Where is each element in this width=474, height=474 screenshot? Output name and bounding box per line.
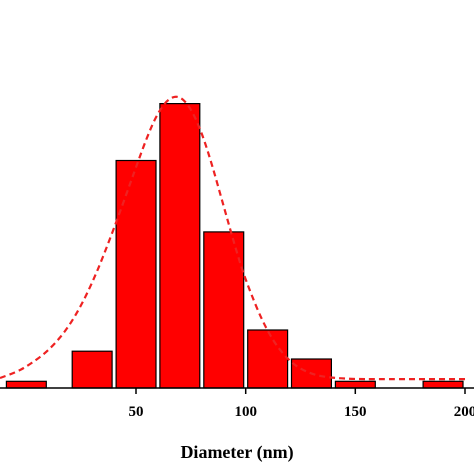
histogram-bar-8 <box>422 380 464 389</box>
bars-group <box>5 102 464 389</box>
histogram-bar-4 <box>203 231 245 389</box>
x-tick-label-0: 50 <box>129 404 144 420</box>
x-tick-label-1: 100 <box>234 404 257 420</box>
histogram-bar-5 <box>247 329 289 389</box>
histogram-bar-0 <box>5 380 47 389</box>
histogram-bar-1 <box>71 350 113 389</box>
x-tick-label-3: 200 <box>454 404 474 420</box>
histogram-bar-3 <box>159 102 201 389</box>
histogram-bar-2 <box>115 159 157 389</box>
histogram-bar-7 <box>334 380 376 389</box>
gaussian-fit-curve <box>0 95 465 381</box>
x-axis-title: Diameter (nm) <box>180 442 293 463</box>
x-tick-label-2: 150 <box>344 404 367 420</box>
x-ticks-group: 50 100 150 200 <box>129 388 474 420</box>
